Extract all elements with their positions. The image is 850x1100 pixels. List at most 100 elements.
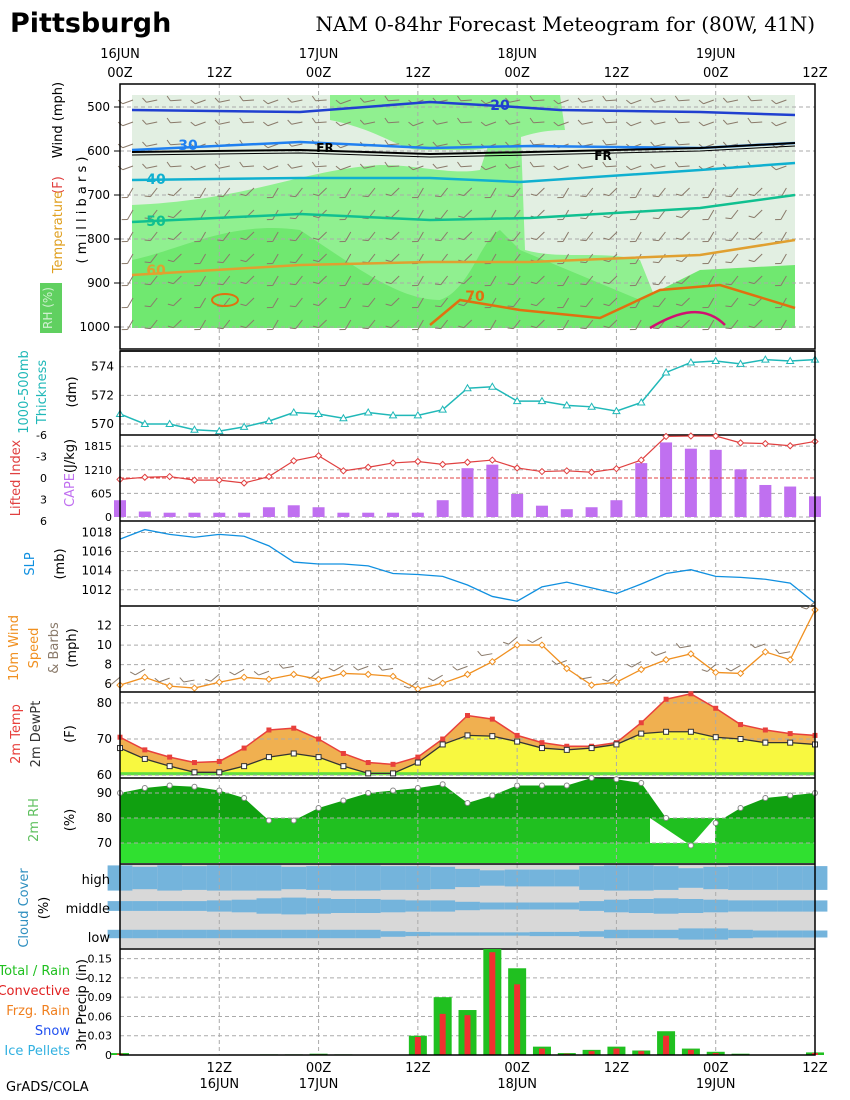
barb-staff (195, 165, 206, 171)
temperature-point (191, 760, 197, 766)
wind-barb (771, 99, 787, 105)
barb-staff (111, 676, 121, 685)
barb-staff (440, 275, 448, 285)
barb-flag (339, 285, 346, 287)
barb-flag (362, 327, 369, 330)
temperature-contour (429, 283, 796, 326)
thickness-point (512, 396, 522, 405)
barb-staff (730, 319, 739, 329)
barb-staff (558, 99, 569, 105)
barb-flag (385, 237, 392, 241)
lifted-index-point (290, 457, 298, 465)
cloud-bar (132, 901, 158, 911)
barb-flag (629, 285, 636, 287)
cape-tick-label: 0 (105, 511, 112, 524)
wind-barb (166, 161, 182, 168)
barb-staff (173, 187, 182, 197)
barb-staff (585, 297, 594, 307)
lifted-index-point (215, 476, 223, 484)
wind-barb (287, 119, 303, 125)
wind-barb (674, 95, 690, 102)
barb-flag (530, 303, 537, 307)
barb-staff (440, 187, 448, 197)
cloud-bar (579, 866, 605, 890)
barb-staff (678, 143, 690, 146)
rh-tick-label: 70 (97, 836, 112, 850)
wind-barb (557, 319, 570, 331)
barb-flag (477, 650, 482, 656)
cloud-bar (777, 930, 803, 938)
barb-flag (434, 239, 441, 242)
barb-flag (629, 241, 636, 243)
barb-flag (385, 281, 392, 285)
wind-barb (384, 139, 400, 146)
barb-flag (385, 259, 392, 263)
barb-flag (529, 161, 534, 168)
barb-staff (344, 231, 352, 242)
barb-staff (295, 275, 303, 285)
thickness-tick-label: 570 (91, 417, 114, 431)
temperature-point (738, 722, 744, 728)
barb-flag (167, 325, 174, 329)
bottom-hour-label: 12Z (604, 1061, 630, 1076)
bottom-date-label: 19JUN (696, 1077, 736, 1092)
barb-staff (658, 275, 666, 285)
barb-flag (266, 263, 273, 265)
temperature-point (142, 747, 148, 753)
precip-convective-bar (588, 1051, 595, 1055)
barb-flag (384, 139, 389, 146)
wind-barb (190, 99, 206, 105)
barb-flag (240, 193, 247, 197)
barb-staff (318, 275, 327, 285)
barb-flag (121, 329, 128, 331)
barb-flag (359, 163, 365, 169)
barb-staff (658, 209, 666, 219)
barb-staff (681, 319, 690, 329)
wind-barb (503, 636, 518, 645)
barb-flag (328, 667, 335, 672)
barb-flag (505, 163, 510, 169)
lifted-index-point (538, 467, 546, 476)
cloud-bar (628, 929, 654, 939)
wind-speed-point (314, 675, 323, 683)
wind-barb (775, 209, 787, 221)
wind-barb (167, 209, 182, 219)
bottom-date-label: 17JUN (299, 1077, 339, 1092)
dewpoint-point (191, 769, 198, 776)
lifted-index-point (736, 439, 745, 447)
barb-flag (144, 305, 151, 308)
barb-staff (780, 319, 787, 330)
barb-staff (509, 165, 521, 169)
barb-flag (217, 327, 224, 330)
cloud-bar (330, 929, 356, 939)
dewpoint-point (439, 741, 446, 748)
barb-staff (775, 121, 787, 127)
barb-flag (217, 261, 224, 264)
dewpoint-point (390, 770, 397, 777)
cloud-bar (182, 901, 207, 911)
barb-staff (463, 319, 473, 329)
barb-flag (775, 307, 781, 309)
barb-staff (655, 651, 667, 656)
precip-convective-bar (613, 1048, 620, 1055)
barb-flag (353, 666, 359, 671)
precip-convective-bar (489, 952, 496, 1055)
cloud-bar (330, 865, 356, 891)
wind-barb (121, 319, 134, 331)
barb-flag (240, 281, 247, 285)
wind-label: & Barbs (47, 622, 62, 674)
barb-flag (457, 139, 462, 146)
lower-panels-frame (119, 350, 816, 1056)
temperature-point (216, 758, 222, 764)
wind-barb (214, 163, 230, 169)
wind-barb (747, 117, 763, 124)
barb-staff (608, 187, 618, 197)
wind-barb (385, 187, 400, 197)
barb-flag (434, 217, 441, 220)
slp-tick-label: 1018 (81, 525, 112, 539)
wind-barb (384, 117, 400, 124)
thickness-label: 1000-500mb (17, 350, 32, 434)
barb-flag (553, 99, 559, 105)
wind-barb (240, 187, 255, 197)
barb-staff (678, 165, 690, 168)
